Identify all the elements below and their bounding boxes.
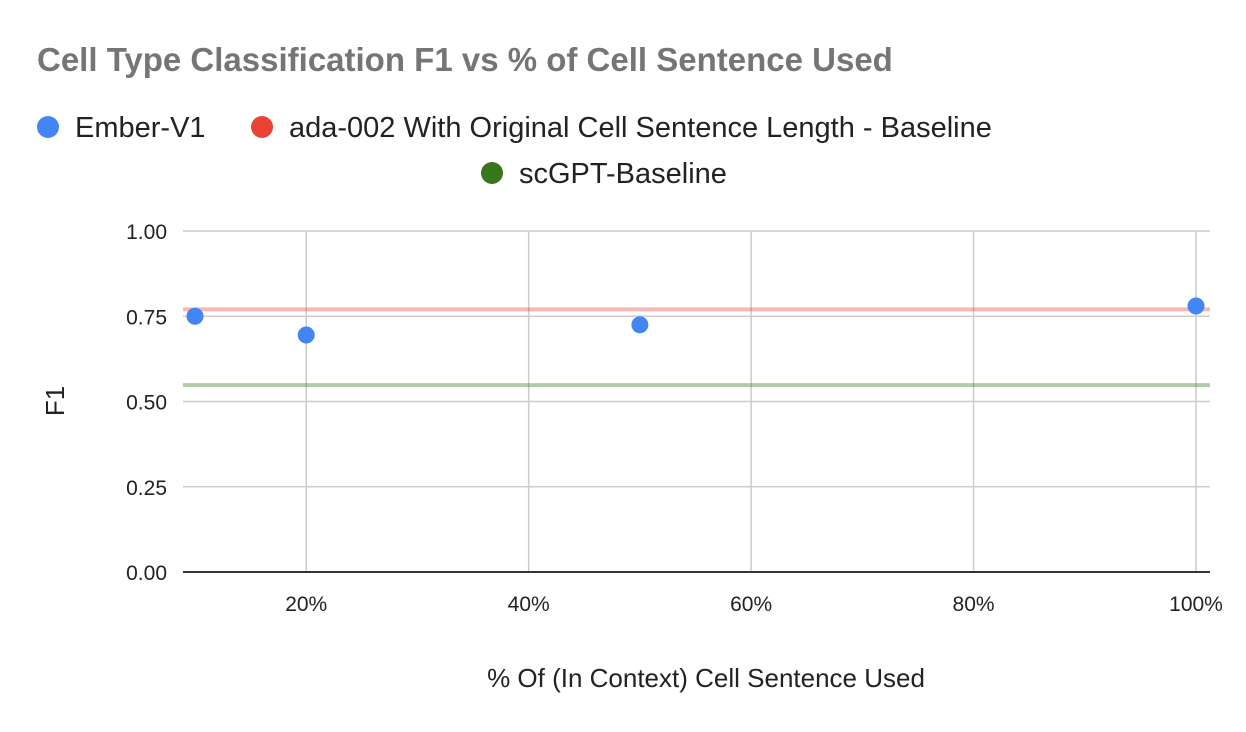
y-tick-label: 0.50: [126, 392, 167, 415]
legend-label-ember: Ember-V1: [75, 112, 206, 144]
y-tick-label: 0.00: [126, 562, 167, 585]
grid: [183, 230, 1210, 572]
legend-item-scgpt: scGPT-Baseline: [481, 158, 727, 190]
data-point: [1187, 297, 1205, 315]
chart-title: Cell Type Classification F1 vs % of Cell…: [37, 41, 893, 78]
legend-item-ada: ada-002 With Original Cell Sentence Leng…: [251, 112, 992, 144]
y-tick-label: 1.00: [126, 221, 167, 244]
legend-marker-ember: [37, 116, 59, 138]
y-tick-label: 0.75: [126, 306, 167, 329]
baseline-lines: [183, 307, 1210, 388]
x-tick-label: 60%: [730, 593, 772, 616]
plot-area: 0.00 0.25 0.50 0.75 1.00 20% 40% 60% 80% 100%: [126, 221, 1223, 616]
data-point: [297, 326, 315, 344]
legend-marker-scgpt: [481, 162, 503, 184]
y-tick-labels: 0.00 0.25 0.50 0.75 1.00: [126, 221, 167, 585]
y-axis-label: F1: [40, 386, 70, 416]
y-tick-label: 0.25: [126, 477, 167, 500]
x-axis-label: % Of (In Context) Cell Sentence Used: [487, 663, 925, 693]
legend-item-ember: Ember-V1: [37, 112, 206, 144]
x-tick-label: 100%: [1169, 593, 1223, 616]
x-tick-label: 80%: [953, 593, 995, 616]
data-points: [186, 297, 1205, 344]
x-tick-label: 20%: [285, 593, 327, 616]
data-point: [631, 316, 649, 334]
legend: Ember-V1 ada-002 With Original Cell Sent…: [37, 112, 992, 190]
legend-marker-ada: [251, 116, 273, 138]
x-tick-label: 40%: [508, 593, 550, 616]
x-tick-labels: 20% 40% 60% 80% 100%: [285, 593, 1223, 616]
legend-label-ada: ada-002 With Original Cell Sentence Leng…: [289, 112, 992, 144]
legend-label-scgpt: scGPT-Baseline: [519, 158, 727, 190]
data-point: [186, 307, 204, 325]
